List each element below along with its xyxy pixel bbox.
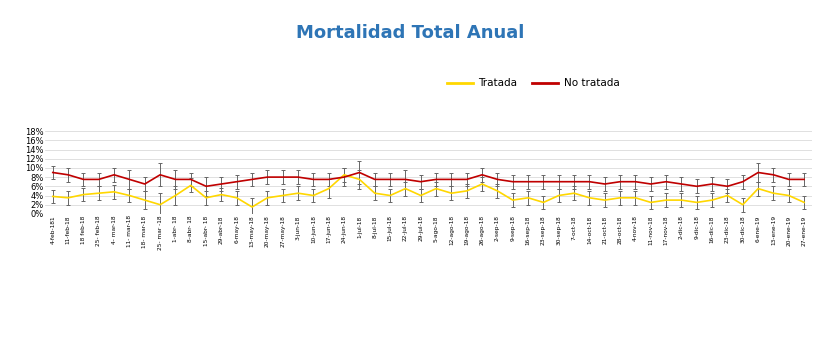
Text: Mortalidad Total Anual: Mortalidad Total Anual — [296, 24, 523, 42]
Legend: Tratada, No tratada: Tratada, No tratada — [442, 74, 622, 92]
